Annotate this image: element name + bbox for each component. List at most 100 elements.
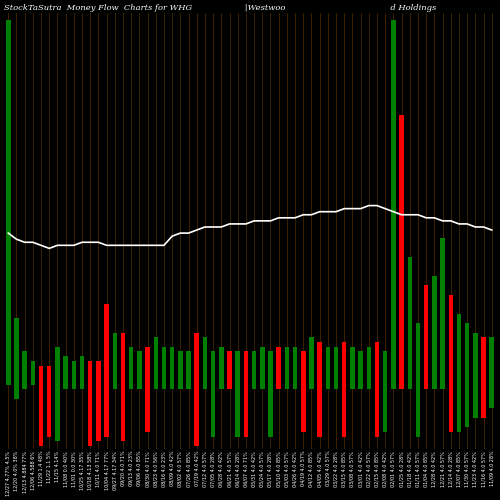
Bar: [64, 356, 68, 380]
Bar: [358, 352, 363, 380]
Bar: [112, 380, 117, 390]
Bar: [448, 380, 453, 432]
Bar: [301, 380, 306, 432]
Bar: [424, 285, 428, 380]
Bar: [170, 380, 174, 390]
Bar: [326, 346, 330, 380]
Bar: [276, 380, 281, 390]
Bar: [456, 314, 461, 380]
Bar: [465, 380, 469, 427]
Bar: [252, 380, 256, 390]
Bar: [219, 380, 224, 390]
Bar: [129, 346, 134, 380]
Bar: [194, 380, 199, 446]
Bar: [39, 380, 44, 446]
Bar: [276, 346, 281, 380]
Bar: [400, 380, 404, 390]
Bar: [391, 380, 396, 390]
Bar: [244, 352, 248, 380]
Bar: [88, 380, 92, 446]
Bar: [186, 380, 191, 390]
Bar: [408, 380, 412, 390]
Bar: [30, 380, 35, 384]
Bar: [334, 346, 338, 380]
Bar: [416, 380, 420, 436]
Bar: [6, 380, 10, 384]
Bar: [260, 380, 264, 390]
Bar: [318, 342, 322, 380]
Bar: [154, 380, 158, 390]
Text: StockTaSutra  Money Flow  Charts for WHG                    |Westwoo            : StockTaSutra Money Flow Charts for WHG |…: [4, 4, 436, 12]
Bar: [194, 332, 199, 380]
Bar: [186, 352, 191, 380]
Bar: [202, 338, 207, 380]
Bar: [55, 346, 60, 380]
Bar: [72, 380, 76, 390]
Bar: [284, 380, 289, 390]
Bar: [301, 352, 306, 380]
Bar: [228, 380, 232, 390]
Bar: [170, 346, 174, 380]
Bar: [268, 380, 272, 436]
Bar: [80, 356, 84, 380]
Bar: [309, 338, 314, 380]
Bar: [39, 366, 44, 380]
Bar: [244, 380, 248, 436]
Bar: [47, 380, 52, 436]
Bar: [432, 380, 436, 390]
Bar: [162, 346, 166, 380]
Bar: [154, 338, 158, 380]
Bar: [268, 352, 272, 380]
Bar: [64, 380, 68, 390]
Bar: [358, 380, 363, 390]
Bar: [178, 380, 182, 390]
Bar: [375, 380, 380, 436]
Bar: [47, 366, 52, 380]
Bar: [219, 346, 224, 380]
Bar: [120, 332, 125, 380]
Bar: [383, 352, 388, 380]
Bar: [80, 380, 84, 390]
Bar: [383, 380, 388, 432]
Bar: [55, 380, 60, 442]
Bar: [342, 342, 346, 380]
Bar: [490, 338, 494, 380]
Bar: [30, 361, 35, 380]
Bar: [408, 257, 412, 380]
Bar: [112, 332, 117, 380]
Bar: [342, 380, 346, 436]
Bar: [14, 380, 18, 399]
Bar: [202, 380, 207, 390]
Bar: [120, 380, 125, 442]
Bar: [228, 352, 232, 380]
Bar: [318, 380, 322, 436]
Bar: [104, 380, 109, 436]
Bar: [96, 361, 100, 380]
Bar: [309, 380, 314, 390]
Bar: [96, 380, 100, 442]
Bar: [482, 380, 486, 418]
Bar: [456, 380, 461, 432]
Bar: [440, 238, 445, 380]
Bar: [252, 352, 256, 380]
Bar: [284, 346, 289, 380]
Bar: [334, 380, 338, 390]
Bar: [137, 380, 141, 390]
Bar: [293, 380, 298, 390]
Bar: [465, 323, 469, 380]
Bar: [326, 380, 330, 390]
Bar: [473, 332, 478, 380]
Bar: [88, 361, 92, 380]
Bar: [211, 380, 216, 436]
Bar: [137, 352, 141, 380]
Bar: [366, 346, 371, 380]
Bar: [162, 380, 166, 390]
Bar: [400, 115, 404, 380]
Bar: [293, 346, 298, 380]
Bar: [6, 20, 10, 380]
Bar: [22, 380, 27, 390]
Bar: [104, 304, 109, 380]
Bar: [366, 380, 371, 390]
Bar: [211, 352, 216, 380]
Bar: [350, 380, 354, 390]
